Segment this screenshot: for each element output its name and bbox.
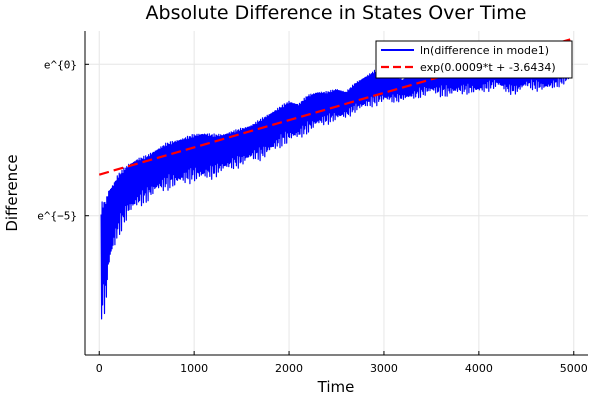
y-tick-label: e^{0} — [44, 58, 77, 71]
legend-label-red: exp(0.0009*t + -3.6434) — [420, 61, 556, 74]
chart-title: Absolute Difference in States Over Time — [146, 2, 527, 24]
x-tick-label: 3000 — [370, 362, 398, 375]
legend-box — [375, 40, 573, 79]
legend-label-blue: ln(difference in mode1) — [420, 44, 549, 57]
axes — [84, 31, 588, 356]
x-tick-label: 0 — [96, 362, 103, 375]
y-tick-label: e^{−5} — [37, 210, 77, 223]
x-tick-label: 5000 — [560, 362, 588, 375]
x-tick-label: 2000 — [275, 362, 303, 375]
legend: ln(difference in mode1) exp(0.0009*t + -… — [375, 40, 573, 79]
tick-labels: 0 1000 2000 3000 4000 5000 e^{0} e^{−5} — [37, 58, 588, 375]
x-axis-label: Time — [317, 378, 355, 396]
series-ln-difference — [100, 47, 573, 320]
x-tick-label: 1000 — [180, 362, 208, 375]
x-tick-label: 4000 — [465, 362, 493, 375]
y-axis-label: Difference — [3, 154, 21, 231]
series-line-blue — [100, 47, 573, 320]
